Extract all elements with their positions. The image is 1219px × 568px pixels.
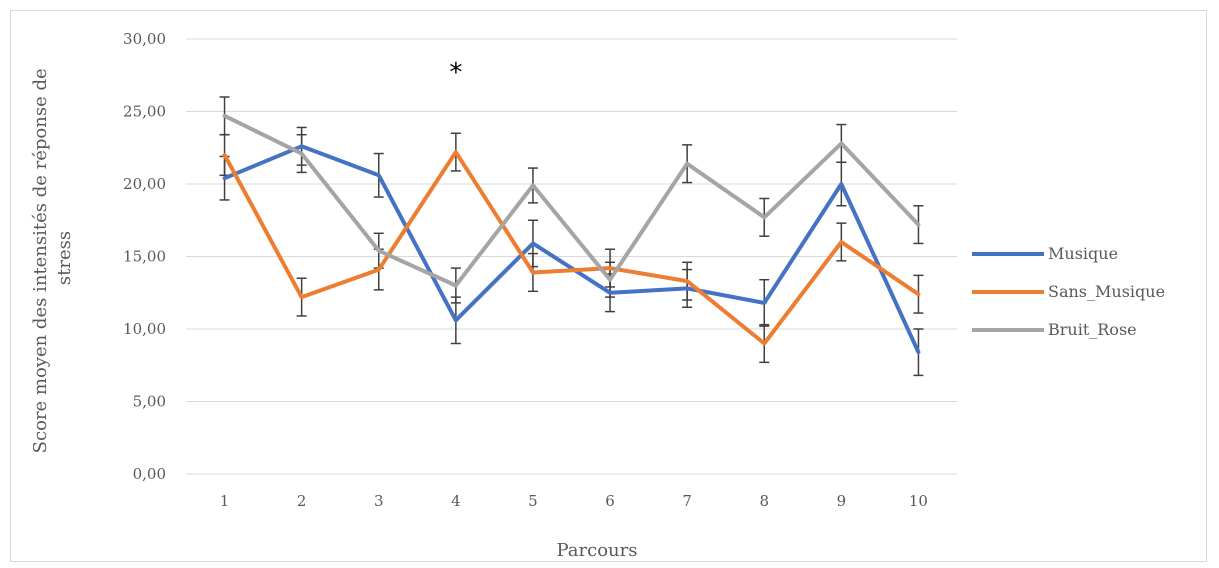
- y-axis-ticks: 0,00 5,00 10,00 15,00 20,00 25,00 30,00: [123, 30, 166, 483]
- x-tick-label: 2: [297, 492, 307, 510]
- y-axis-title-line-2: stress: [54, 231, 75, 285]
- x-tick-label: 6: [605, 492, 615, 510]
- legend-label: Bruit_Rose: [1048, 320, 1137, 339]
- y-tick-label: 5,00: [133, 393, 166, 411]
- series-line-musique: [222, 144, 921, 355]
- legend: Musique Sans_Musique Bruit_Rose: [972, 244, 1165, 339]
- error-bars: [219, 96, 924, 377]
- y-tick-label: 20,00: [123, 175, 166, 193]
- series-line-sans-musique: [222, 150, 921, 346]
- y-axis-title: Score moyen des intensités de réponse de…: [30, 63, 75, 454]
- y-tick-label: 15,00: [123, 248, 166, 266]
- series-line-bruit-rose: [222, 113, 921, 288]
- x-tick-label: 5: [528, 492, 538, 510]
- y-tick-label: 25,00: [123, 103, 166, 121]
- y-tick-label: 10,00: [123, 320, 166, 338]
- y-tick-label: 0,00: [133, 465, 166, 483]
- x-tick-label: 9: [837, 492, 847, 510]
- x-tick-label: 1: [220, 492, 230, 510]
- x-tick-label: 4: [451, 492, 461, 510]
- legend-label: Musique: [1048, 244, 1118, 263]
- x-axis-title: Parcours: [557, 540, 638, 561]
- series-lines: [222, 113, 921, 355]
- chart-frame: [10, 10, 1207, 562]
- x-tick-label: 10: [909, 492, 928, 510]
- y-axis-title-line-1: Score moyen des intensités de réponse de: [30, 68, 51, 453]
- x-axis-ticks: 1 2 3 4 5 6 7 8 9 10: [220, 492, 928, 510]
- x-tick-label: 8: [759, 492, 769, 510]
- annotations: *: [449, 58, 462, 88]
- x-tick-label: 3: [374, 492, 384, 510]
- significance-asterisk: *: [449, 58, 462, 88]
- x-tick-label: 7: [682, 492, 692, 510]
- legend-label: Sans_Musique: [1048, 282, 1165, 301]
- y-tick-label: 30,00: [123, 30, 166, 48]
